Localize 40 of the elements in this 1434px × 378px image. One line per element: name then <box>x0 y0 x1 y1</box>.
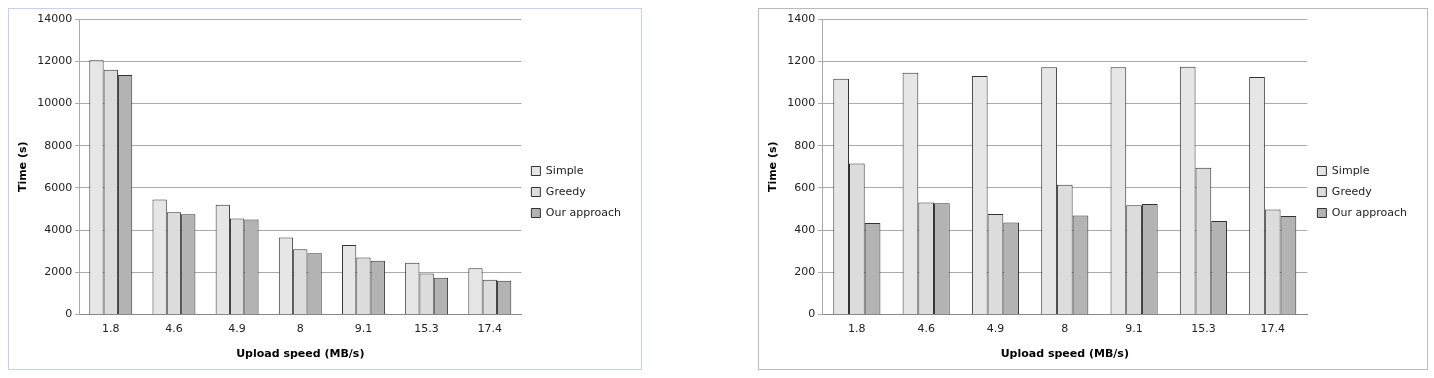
y-tick-label: 8000 <box>44 138 73 152</box>
x-tick-label: 15.3 <box>414 322 439 336</box>
y-tick-label: 1200 <box>787 54 816 68</box>
x-tick-label: 1.8 <box>848 322 866 336</box>
x-axis-title: Upload speed (MB/s) <box>236 347 365 361</box>
x-tick-label: 1.8 <box>102 322 120 336</box>
y-tick-label: 14000 <box>37 11 73 25</box>
legend-label: Simple <box>545 163 584 177</box>
x-tick-label: 15.3 <box>1191 322 1216 336</box>
y-tick-label: 2000 <box>44 265 73 279</box>
x-tick-label: 4.9 <box>986 322 1005 336</box>
y-tick-label: 200 <box>794 265 816 279</box>
legend-label: Greedy <box>545 184 587 198</box>
y-tick-label: 600 <box>794 180 816 194</box>
y-tick-label: 400 <box>794 223 816 236</box>
x-tick-label: 4.9 <box>228 322 246 336</box>
x-tick-label: 17.4 <box>477 322 503 336</box>
x-axis-title: Upload speed (MB/s) <box>1000 347 1129 361</box>
y-tick-label: 0 <box>808 307 816 321</box>
x-tick-label: 8 <box>296 322 304 336</box>
legend-label: Our approach <box>545 205 622 219</box>
y-axis-title: Time (s) <box>16 141 30 193</box>
y-tick-label: 1000 <box>787 96 816 110</box>
x-tick-label: 4.6 <box>917 322 935 336</box>
y-tick-label: 6000 <box>44 180 73 194</box>
legend-label: Simple <box>1331 163 1370 177</box>
y-tick-label: 800 <box>794 138 816 152</box>
y-axis-title: Time (s) <box>766 141 780 193</box>
y-tick-label: 1400 <box>787 11 816 25</box>
x-tick-label: 9.1 <box>354 322 373 336</box>
x-tick-label: 4.6 <box>165 322 183 336</box>
y-tick-label: 10000 <box>37 96 73 110</box>
legend-label: Greedy <box>1331 184 1373 198</box>
x-tick-label: 8 <box>1061 322 1069 336</box>
y-tick-label: 0 <box>65 307 73 321</box>
x-tick-label: 9.1 <box>1125 322 1143 336</box>
y-tick-label: 12000 <box>37 54 73 68</box>
y-tick-label: 4000 <box>44 223 73 236</box>
legend-label: Our approach <box>1331 205 1408 219</box>
x-tick-label: 17.4 <box>1260 322 1285 336</box>
